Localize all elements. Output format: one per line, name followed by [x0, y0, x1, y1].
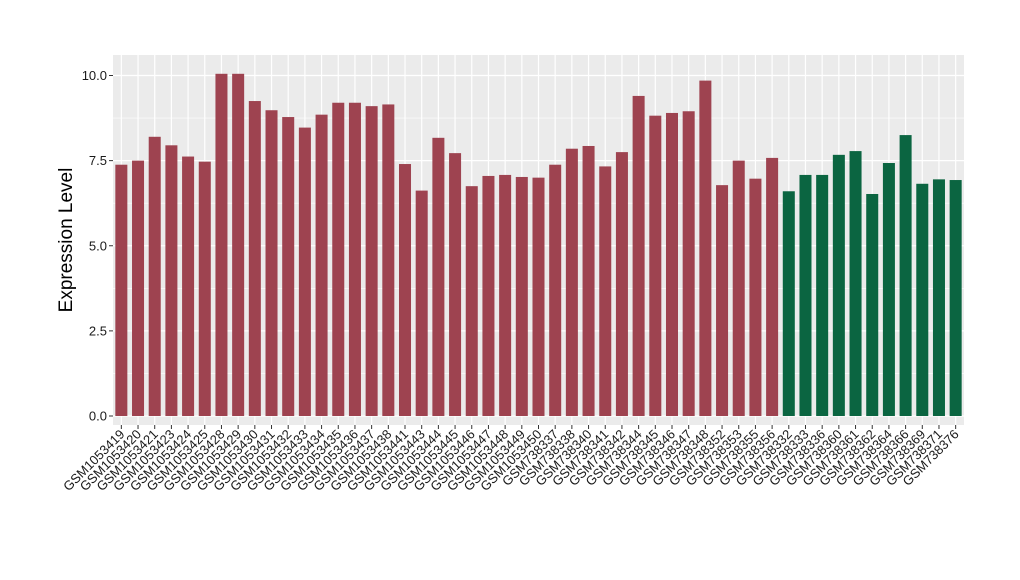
bar-GSM1053433 — [298, 127, 311, 416]
bar-GSM1053424 — [182, 156, 195, 416]
bar-GSM1053446 — [465, 186, 478, 416]
bar-GSM1053436 — [348, 102, 361, 417]
bar-GSM738346 — [665, 112, 678, 416]
bar-GSM1053435 — [332, 102, 345, 417]
bar-GSM738361 — [849, 151, 862, 416]
bar-series — [115, 73, 962, 417]
bar-GSM738355 — [749, 178, 762, 416]
y-tick-label: 2.5 — [89, 323, 107, 338]
y-axis-ticks: 0.0 2.5 5.0 7.5 10.0 — [82, 68, 113, 424]
y-tick-label: 7.5 — [89, 153, 107, 168]
bar-GSM1053443 — [415, 190, 428, 416]
bar-GSM738366 — [899, 135, 912, 416]
bar-GSM1053425 — [198, 161, 211, 416]
bar-GSM1053430 — [248, 101, 261, 416]
bar-GSM1053445 — [449, 153, 462, 416]
bar-GSM738344 — [632, 95, 645, 417]
bar-GSM738352 — [716, 185, 729, 416]
bar-GSM738364 — [882, 163, 895, 416]
bar-GSM1053449 — [515, 176, 528, 416]
bar-GSM1053432 — [282, 117, 295, 416]
bar-GSM738376 — [949, 180, 962, 416]
bar-GSM1053437 — [365, 106, 378, 417]
bar-GSM1053428 — [215, 73, 228, 417]
bar-GSM738345 — [649, 115, 662, 416]
bar-GSM1053420 — [132, 160, 145, 416]
bar-GSM738336 — [816, 174, 829, 416]
bar-GSM1053447 — [482, 175, 495, 416]
bar-GSM738337 — [549, 164, 562, 416]
y-axis-title: Expression Level — [56, 168, 77, 313]
bar-GSM738371 — [932, 179, 945, 416]
y-tick-label: 10.0 — [82, 68, 107, 83]
bar-GSM738348 — [699, 80, 712, 417]
bar-GSM1053444 — [432, 137, 445, 416]
bar-GSM738332 — [782, 191, 795, 416]
bar-GSM1053423 — [165, 145, 178, 417]
bar-GSM1053448 — [499, 174, 512, 416]
bar-GSM738356 — [766, 157, 779, 416]
bar-GSM738369 — [916, 183, 929, 416]
bar-GSM1053431 — [265, 110, 278, 416]
bar-GSM738333 — [799, 174, 812, 416]
bar-GSM738338 — [565, 148, 578, 416]
bar-GSM738340 — [582, 145, 595, 416]
bar-GSM738347 — [682, 111, 695, 416]
bar-GSM738362 — [866, 193, 879, 416]
y-tick-label: 0.0 — [89, 409, 107, 424]
bar-GSM1053450 — [532, 177, 545, 416]
x-axis-ticks: GSM1053419GSM1053420GSM1053421GSM1053423… — [60, 425, 962, 494]
bar-GSM1053434 — [315, 114, 328, 416]
bar-GSM1053438 — [382, 104, 395, 416]
bar-GSM738341 — [599, 166, 612, 416]
bar-GSM738353 — [732, 160, 745, 416]
bar-GSM1053419 — [115, 164, 128, 416]
bar-GSM738360 — [832, 154, 845, 417]
bar-GSM738342 — [615, 152, 628, 417]
bar-GSM1053421 — [148, 136, 161, 417]
y-tick-label: 5.0 — [89, 238, 107, 253]
bar-GSM1053441 — [399, 164, 412, 416]
bar-GSM1053429 — [232, 73, 245, 417]
